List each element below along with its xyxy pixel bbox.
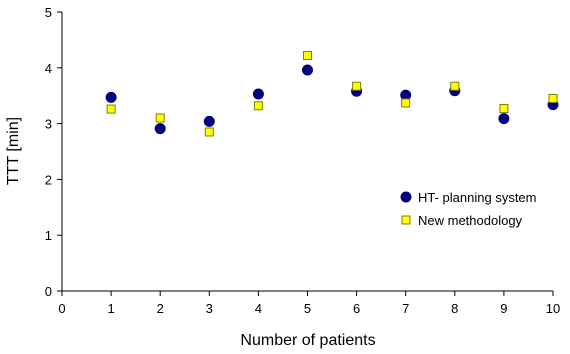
x-tick-label: 5 [304, 301, 311, 316]
point-new-methodology [303, 51, 312, 61]
y-tick-label: 0 [45, 284, 52, 299]
x-tick-label: 0 [58, 301, 65, 316]
legend-label-new-methodology: New methodology [418, 213, 523, 228]
y-ticks: 0 1 2 3 4 5 [45, 5, 62, 299]
point-new-methodology [499, 104, 509, 114]
data-points [105, 51, 559, 137]
y-tick-label: 4 [45, 61, 52, 76]
x-tick-label: 3 [206, 301, 213, 316]
point-new-methodology [548, 93, 558, 103]
legend: HT- planning system New methodology [400, 190, 537, 228]
x-tick-label: 1 [107, 301, 114, 316]
point-new-methodology [401, 98, 411, 108]
y-tick-label: 2 [45, 172, 52, 187]
x-tick-label: 4 [255, 301, 262, 316]
point-new-methodology [204, 127, 214, 137]
x-tick-label: 2 [157, 301, 164, 316]
legend-marker-new-methodology [401, 215, 411, 225]
point-ht-planning-system [252, 88, 264, 100]
x-tick-label: 9 [500, 301, 507, 316]
y-axis: 0 1 2 3 4 5 [45, 5, 63, 299]
point-ht-planning-system [203, 115, 215, 127]
point-ht-planning-system [498, 113, 510, 125]
point-new-methodology [106, 104, 116, 114]
point-new-methodology [155, 113, 165, 123]
legend-marker-ht-planning-system [400, 191, 412, 203]
x-axis-title: Number of patients [240, 332, 375, 349]
y-tick-label: 5 [45, 5, 52, 20]
x-tick-label: 8 [451, 301, 458, 316]
point-new-methodology [450, 81, 460, 91]
x-tick-label: 6 [353, 301, 360, 316]
point-new-methodology [352, 81, 362, 91]
point-new-methodology [253, 101, 263, 111]
y-tick-label: 3 [45, 117, 52, 132]
x-ticks: 0 1 2 3 4 5 6 7 8 9 10 [58, 291, 560, 316]
point-ht-planning-system [302, 64, 313, 76]
x-tick-label: 7 [402, 301, 409, 316]
y-axis-title: TTT [min] [5, 117, 22, 185]
point-ht-planning-system [105, 91, 117, 103]
y-tick-label: 1 [45, 228, 52, 243]
x-axis: 0 1 2 3 4 5 6 7 8 9 10 [58, 290, 560, 316]
x-tick-label: 10 [546, 301, 560, 316]
legend-label-ht-planning-system: HT- planning system [418, 190, 537, 205]
point-ht-planning-system [154, 123, 166, 135]
